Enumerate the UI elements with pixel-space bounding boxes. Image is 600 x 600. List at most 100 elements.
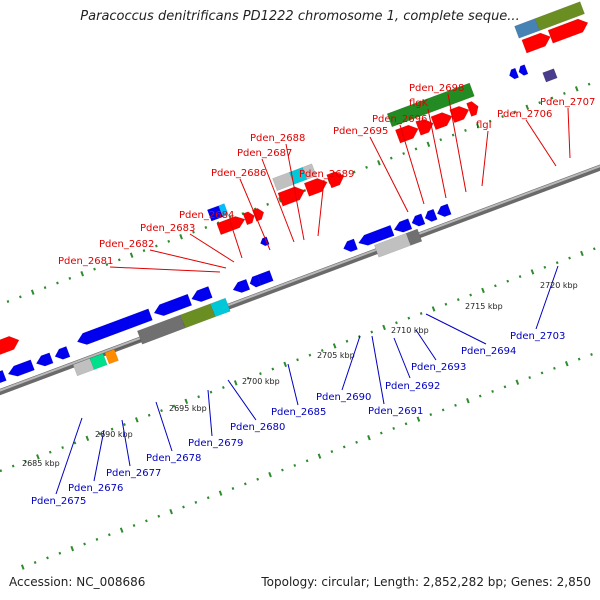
- tick-lower: [85, 435, 90, 442]
- gene-label: Pden_2689: [299, 169, 354, 180]
- tick-lower-far: [379, 431, 383, 435]
- gene-reverse: [411, 213, 426, 227]
- leader-line: [121, 419, 131, 467]
- leader-line: [317, 179, 325, 237]
- tick-upper: [377, 160, 381, 166]
- tick-upper: [105, 263, 109, 266]
- gene-label: Pden_2680: [230, 422, 285, 433]
- leader-line: [399, 124, 425, 205]
- tick-upper: [167, 239, 171, 243]
- tick-upper: [574, 86, 579, 92]
- tick-lower-far: [33, 561, 37, 564]
- gene-reverse: [343, 238, 358, 252]
- leader-line: [285, 143, 305, 241]
- scale-label: 2695 kbp: [169, 404, 207, 413]
- tick-lower: [296, 358, 299, 362]
- gene-other: [104, 348, 119, 365]
- leader-line: [149, 249, 227, 269]
- gene-reverse: [424, 208, 438, 222]
- tick-lower-far: [206, 496, 210, 500]
- tick-lower: [73, 441, 77, 445]
- tick-upper: [19, 295, 22, 299]
- tick-lower: [543, 265, 547, 269]
- tick-upper: [550, 96, 554, 100]
- tick-lower: [184, 398, 189, 405]
- tick-lower-far: [441, 408, 445, 412]
- leader-line: [371, 335, 385, 405]
- tick-lower-far: [503, 385, 507, 389]
- gene-forward: [216, 216, 246, 236]
- tick-lower-far: [169, 508, 173, 515]
- gene-flagellar: [433, 82, 475, 110]
- scale-label: 2710 kbp: [391, 326, 429, 335]
- gene-label: Pden_2682: [99, 239, 154, 250]
- tick-lower: [24, 459, 27, 463]
- gene-label: Pden_2683: [140, 223, 195, 234]
- tick-lower: [518, 275, 522, 279]
- tick-upper: [80, 271, 84, 277]
- tick-lower: [271, 367, 275, 371]
- tick-upper: [525, 104, 530, 111]
- tick-upper: [365, 165, 368, 169]
- tick-lower: [481, 287, 485, 294]
- gene-forward: [449, 105, 470, 124]
- gene-forward: [0, 336, 20, 355]
- topology-text: Topology: circular; Length: 2,852,282 bp…: [261, 575, 591, 589]
- tick-lower-far: [256, 477, 260, 481]
- tick-lower-far: [330, 450, 334, 454]
- tick-lower: [11, 464, 15, 468]
- tick-lower-far: [95, 537, 99, 541]
- tick-lower-far: [83, 542, 86, 546]
- gene-label: Pden_2690: [316, 392, 371, 403]
- tick-upper: [117, 258, 121, 262]
- tick-lower: [419, 312, 423, 316]
- gene-other: [302, 163, 317, 180]
- tick-lower-far: [107, 533, 111, 537]
- leader-line: [535, 265, 559, 330]
- leader-line: [55, 417, 83, 495]
- tick-upper: [68, 276, 72, 280]
- tick-upper: [142, 249, 146, 253]
- tick-lower: [123, 422, 126, 426]
- tick-lower: [494, 284, 497, 288]
- tick-lower: [469, 293, 473, 297]
- gene-forward: [415, 118, 434, 136]
- gene-label: Pden_2691: [368, 406, 423, 417]
- gene-label: Pden_2684: [179, 210, 234, 221]
- tick-lower: [407, 316, 411, 320]
- tick-lower: [320, 349, 324, 352]
- gene-label: Pden_2677: [106, 468, 161, 479]
- gene-label: Pden_2675: [31, 496, 86, 507]
- tick-upper: [43, 286, 47, 290]
- label-leader-lines: [55, 93, 571, 495]
- tick-lower-far: [355, 440, 358, 444]
- gene-reverse: [232, 278, 251, 293]
- tick-lower: [172, 404, 176, 408]
- map-title: Paracoccus denitrificans PD1222 chromoso…: [80, 9, 520, 24]
- tick-upper: [439, 138, 443, 142]
- tick-lower: [222, 386, 225, 389]
- gene-label: Pden_2686: [211, 168, 266, 179]
- leader-line: [427, 108, 447, 199]
- tick-lower: [530, 269, 535, 275]
- gene-other: [89, 353, 108, 370]
- gene-label: Pden_2678: [146, 453, 201, 464]
- tick-lower-far: [182, 505, 185, 509]
- gene-reverse: [191, 286, 213, 303]
- leader-line: [393, 337, 411, 379]
- tick-lower: [506, 279, 510, 283]
- gene-label: Pden_2681: [58, 256, 113, 267]
- gene-forward: [521, 32, 551, 54]
- tick-lower: [160, 409, 163, 413]
- tick-lower-far: [70, 545, 75, 552]
- leader-line: [369, 136, 409, 213]
- gene-label: Pden_2695: [333, 126, 388, 137]
- gene-reverse: [509, 67, 520, 80]
- gene-label: Pden_2676: [68, 483, 123, 494]
- gene-label: flgI: [476, 120, 492, 131]
- scale-label: 2690 kbp: [95, 430, 133, 439]
- tick-lower: [147, 413, 151, 417]
- gene-forward: [277, 186, 306, 207]
- gene-label: Pden_2698: [409, 83, 464, 94]
- gene-forward: [326, 171, 345, 189]
